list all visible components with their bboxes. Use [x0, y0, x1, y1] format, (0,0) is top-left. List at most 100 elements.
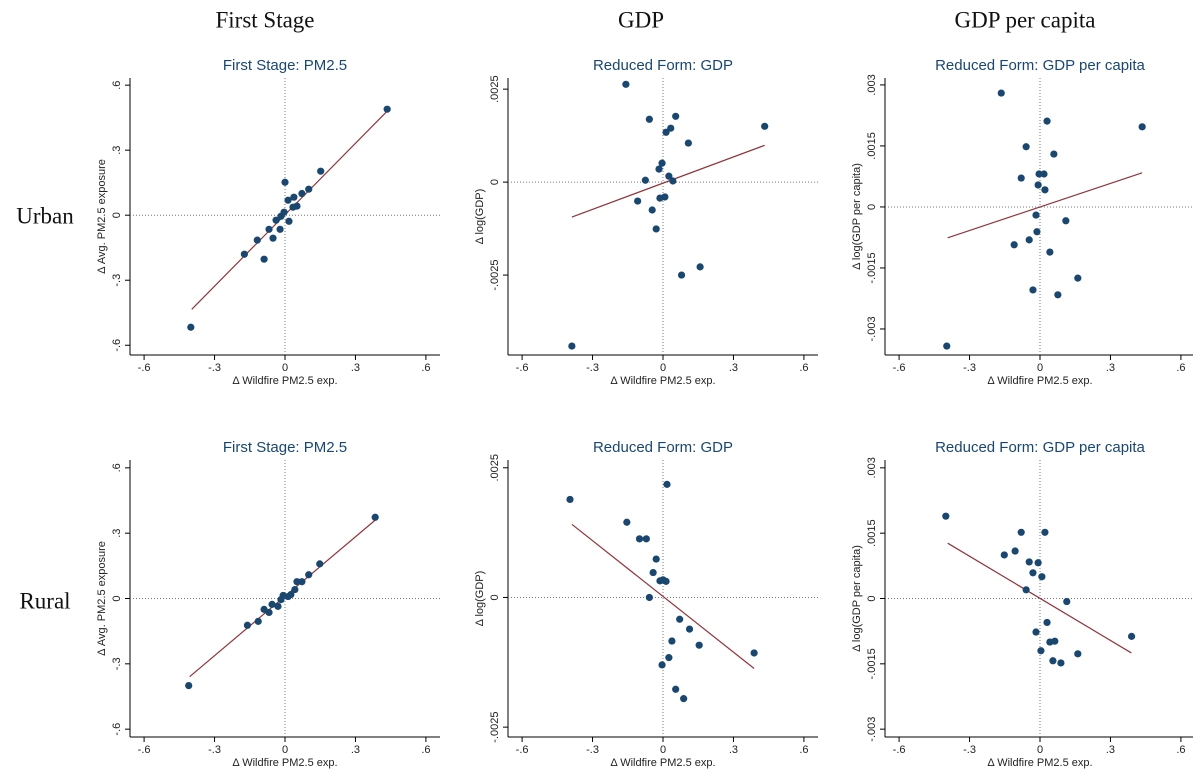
panel-title: First Stage: PM2.5	[223, 439, 347, 456]
scatter-point	[663, 480, 671, 488]
scatter-point	[667, 124, 675, 132]
scatter-point	[317, 167, 325, 175]
scatter-point	[187, 323, 195, 331]
x-axis-label: Δ Wildfire PM2.5 exp.	[610, 757, 715, 769]
scatter-point	[672, 112, 680, 120]
scatter-point	[695, 641, 703, 649]
scatter-point	[1046, 248, 1054, 256]
x-tick-label: -.6	[893, 744, 906, 756]
scatter-point	[943, 342, 951, 350]
x-tick-label: 0	[282, 744, 288, 756]
scatter-point	[684, 139, 692, 147]
y-tick-label: .0015	[866, 519, 878, 547]
scatter-point	[685, 625, 694, 633]
scatter-point	[761, 122, 769, 130]
scatter-point	[1017, 528, 1025, 536]
scatter-point	[253, 236, 261, 244]
scatter-point	[185, 682, 193, 690]
scatter-point	[1022, 143, 1030, 151]
scatter-point	[1029, 286, 1037, 294]
panel-title: First Stage: PM2.5	[223, 57, 347, 74]
scatter-point	[1074, 650, 1082, 658]
scatter-point	[662, 128, 670, 136]
column-header: First Stage	[215, 7, 314, 32]
fit-line	[571, 144, 765, 218]
scatter-point	[1032, 628, 1040, 636]
scatter-point	[942, 512, 950, 520]
scatter-point	[268, 600, 276, 608]
scatter-point	[696, 263, 704, 271]
x-axis-label: Δ Wildfire PM2.5 exp.	[987, 375, 1092, 387]
panel-title: Reduced Form: GDP	[593, 439, 733, 456]
y-axis-label: Δ log(GDP)	[474, 571, 486, 627]
scatter-point	[680, 695, 688, 703]
y-tick-label: -.0025	[489, 712, 501, 743]
scatter-point	[1034, 181, 1042, 189]
x-tick-label: -.3	[963, 744, 976, 756]
y-tick-label: -.3	[111, 274, 123, 287]
x-tick-label: .6	[1176, 744, 1185, 756]
scatter-point	[1049, 657, 1057, 665]
scatter-point	[648, 206, 656, 214]
scatter-point	[1043, 618, 1051, 627]
x-tick-label: .6	[421, 744, 430, 756]
column-header: GDP	[618, 7, 664, 32]
x-axis-label: Δ Wildfire PM2.5 exp.	[232, 375, 337, 387]
scatter-point	[652, 555, 660, 563]
scatter-point	[658, 661, 666, 669]
x-tick-label: 0	[1037, 362, 1043, 374]
scatter-point	[566, 495, 574, 504]
scatter-point	[676, 615, 684, 623]
y-axis-label: Δ log(GDP)	[474, 189, 486, 245]
scatter-point	[1017, 174, 1025, 182]
scatter-point	[298, 189, 306, 198]
x-tick-label: .3	[351, 362, 360, 374]
scatter-point	[280, 208, 288, 216]
y-tick-label: .0015	[866, 132, 878, 160]
scatter-point	[293, 578, 301, 586]
scatter-point	[1057, 659, 1065, 667]
scatter-point	[383, 105, 391, 113]
scatter-point	[1038, 573, 1046, 581]
scatter-point	[1022, 586, 1030, 594]
x-tick-label: .6	[421, 362, 430, 374]
row-label: Rural	[19, 588, 70, 613]
scatter-point	[1034, 559, 1042, 567]
x-tick-label: 0	[660, 362, 666, 374]
scatter-point	[293, 202, 301, 210]
y-axis-label: Δ Avg. PM2.5 exposure	[96, 159, 108, 274]
y-tick-label: 0	[111, 212, 123, 218]
scatter-point	[1000, 551, 1008, 559]
scatter-point	[1062, 217, 1070, 225]
column-header: GDP per capita	[955, 7, 1096, 32]
scatter-point	[1032, 211, 1040, 219]
y-tick-label: .3	[111, 529, 123, 538]
y-tick-label: -.0025	[489, 259, 501, 290]
scatter-point	[1040, 170, 1048, 178]
panel-title: Reduced Form: GDP per capita	[935, 57, 1145, 74]
scatter-point	[677, 271, 686, 279]
scatter-point	[291, 585, 299, 594]
scatter-point	[672, 685, 680, 693]
scatter-point	[665, 172, 673, 180]
scatter-point	[656, 194, 664, 202]
scatter-point	[274, 602, 282, 610]
scatter-point	[305, 185, 313, 193]
scatter-point	[649, 568, 657, 577]
x-tick-label: .3	[729, 362, 738, 374]
scatter-point	[371, 513, 379, 521]
scatter-point	[641, 176, 649, 184]
scatter-point	[1041, 186, 1049, 194]
x-axis-label: Δ Wildfire PM2.5 exp.	[232, 757, 337, 769]
y-tick-label: -.0015	[866, 252, 878, 283]
scatter-point	[260, 255, 268, 263]
scatter-point	[1050, 150, 1058, 158]
scatter-point	[1138, 123, 1146, 131]
scatter-point	[662, 577, 670, 585]
y-tick-label: 0	[489, 594, 501, 600]
x-axis-label: Δ Wildfire PM2.5 exp.	[987, 757, 1092, 769]
y-tick-label: .3	[111, 146, 123, 155]
y-tick-label: .6	[111, 463, 123, 472]
x-tick-label: -.3	[208, 362, 221, 374]
